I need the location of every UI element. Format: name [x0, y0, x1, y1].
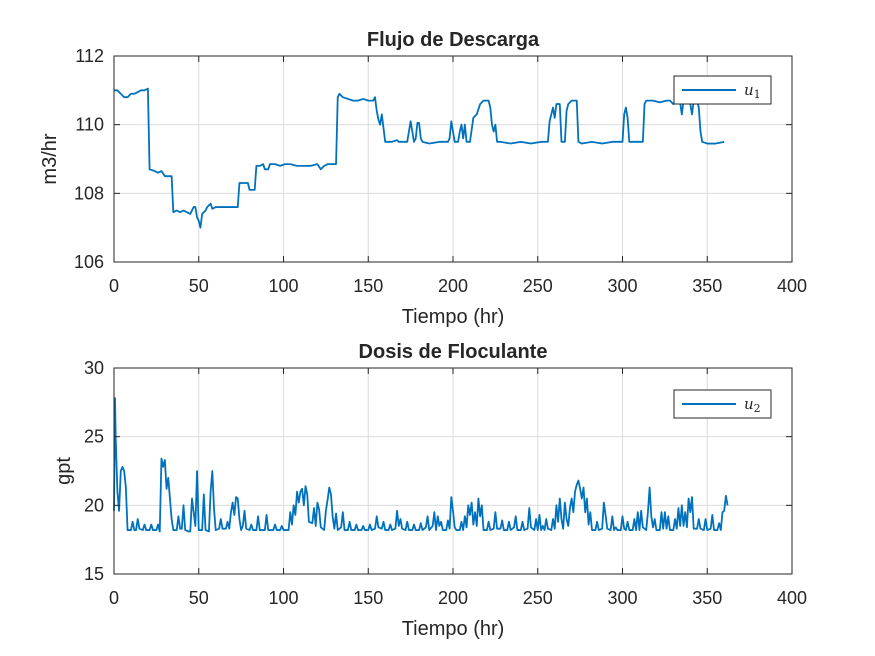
x-tick-label: 400: [777, 276, 807, 296]
x-tick-label: 350: [692, 588, 722, 608]
legend: u2: [673, 389, 772, 419]
y-tick-label: 110: [75, 115, 104, 135]
x-tick-label: 200: [438, 588, 468, 608]
x-tick-label: 400: [777, 588, 807, 608]
x-tick-label: 100: [268, 276, 298, 296]
chart-title: Dosis de Floculante: [359, 341, 548, 363]
series-line-u2: [113, 397, 729, 533]
x-tick-label: 50: [189, 276, 209, 296]
flocculant-dose-panel: 0 50 100 150 200 250 300 350 400 15 20 25 30 Dosis de…: [53, 341, 807, 640]
y-tick-label: 15: [84, 564, 104, 584]
x-tick-label: 0: [109, 276, 119, 296]
x-axis-label: Tiempo (hr): [402, 618, 505, 640]
x-tick-label: 150: [353, 276, 383, 296]
y-axis-label: gpt: [53, 457, 75, 485]
y-tick-label: 112: [75, 46, 104, 66]
x-tick-label: 100: [268, 588, 298, 608]
x-tick-label: 50: [189, 588, 209, 608]
y-tick-label: 30: [84, 358, 104, 378]
chart-title: Flujo de Descarga: [367, 29, 540, 51]
legend: u1: [673, 75, 772, 105]
legend-label: u1: [744, 81, 761, 101]
series-line-u1: [114, 87, 725, 229]
y-tick-label: 108: [74, 183, 104, 203]
y-tick-label: 106: [74, 252, 104, 272]
x-tick-label: 200: [438, 276, 468, 296]
x-tick-label: 300: [607, 588, 637, 608]
x-tick-label: 0: [109, 588, 119, 608]
x-tick-label: 300: [607, 276, 637, 296]
discharge-flow-panel: 0 50 100 150 200 250 300 350 400 106 108 110 112 Fluj…: [39, 29, 807, 328]
x-tick-label: 150: [353, 588, 383, 608]
x-tick-label: 350: [692, 276, 722, 296]
legend-label: u2: [744, 395, 761, 415]
x-axis-label: Tiempo (hr): [402, 306, 505, 328]
y-tick-label: 20: [84, 495, 104, 515]
y-axis-label: m3/hr: [39, 133, 61, 184]
x-tick-label: 250: [523, 588, 553, 608]
y-tick-label: 25: [84, 427, 104, 447]
x-tick-label: 250: [523, 276, 553, 296]
